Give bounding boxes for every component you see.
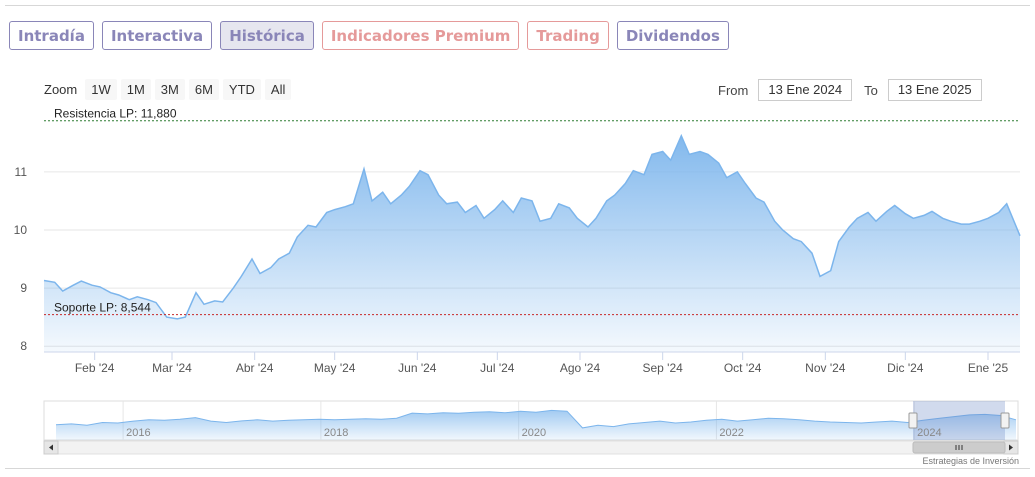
navigator-handle-left[interactable] xyxy=(908,412,918,429)
tab-dividendos[interactable]: Dividendos xyxy=(616,21,729,50)
x-tick-label: Ene '25 xyxy=(968,361,1009,375)
zoom-1m-button[interactable]: 1M xyxy=(120,79,151,100)
zoom-3m-button[interactable]: 3M xyxy=(154,79,185,100)
date-range-selector: From 13 Ene 2024 To 13 Ene 2025 xyxy=(718,79,994,101)
series-line xyxy=(43,133,1021,320)
chart-credit: Estrategias de Inversión xyxy=(922,456,1019,466)
x-tick-label: Sep '24 xyxy=(643,361,684,375)
x-tick-label: Ago '24 xyxy=(560,361,601,375)
chart-tabs: Intradía Interactiva Histórica Indicador… xyxy=(9,21,729,50)
resistance-label: Resistencia LP: 11,880 xyxy=(54,107,177,121)
y-tick-label: 10 xyxy=(14,223,28,237)
zoom-1w-button[interactable]: 1W xyxy=(85,79,117,100)
x-tick-label: Mar '24 xyxy=(152,361,192,375)
from-label: From xyxy=(718,82,749,98)
x-tick-label: Feb '24 xyxy=(75,361,115,375)
to-date-input[interactable]: 13 Ene 2025 xyxy=(887,79,982,101)
scrollbar-track[interactable] xyxy=(43,440,1019,455)
tab-interactiva[interactable]: Interactiva xyxy=(101,21,213,50)
bottom-divider xyxy=(5,468,1030,469)
navigator-area xyxy=(56,410,1016,440)
x-tick-label: Dic '24 xyxy=(887,361,924,375)
x-tick-label: May '24 xyxy=(314,361,356,375)
tab-trading[interactable]: Trading xyxy=(527,21,609,50)
tab-intradia[interactable]: Intradía xyxy=(9,21,94,50)
zoom-all-button[interactable]: All xyxy=(264,79,292,100)
scroll-left-arrow-icon xyxy=(49,444,53,451)
y-tick-label: 9 xyxy=(20,281,27,295)
to-label: To xyxy=(864,82,878,98)
scroll-right-arrow-icon xyxy=(1009,444,1013,451)
zoom-ytd-button[interactable]: YTD xyxy=(222,79,261,100)
x-tick-label: Nov '24 xyxy=(805,361,846,375)
top-divider xyxy=(5,5,1030,6)
x-tick-label: Jul '24 xyxy=(480,361,515,375)
navigator-selection[interactable] xyxy=(913,401,1005,440)
navigator-year-label: 2024 xyxy=(917,427,941,439)
x-tick-label: Abr '24 xyxy=(236,361,274,375)
tab-indicadores-premium[interactable]: Indicadores Premium xyxy=(321,21,520,50)
zoom-selector: Zoom 1W 1M 3M 6M YTD All xyxy=(44,79,292,100)
y-tick-label: 11 xyxy=(15,165,28,179)
from-date-input[interactable]: 13 Ene 2024 xyxy=(758,79,853,101)
navigator-line xyxy=(55,409,1017,429)
navigator-year-label: 2018 xyxy=(324,427,348,439)
support-label: Soporte LP: 8,544 xyxy=(54,301,151,315)
x-tick-label: Oct '24 xyxy=(724,361,762,375)
navigator-year-label: 2022 xyxy=(719,427,743,439)
x-tick-label: Jun '24 xyxy=(398,361,437,375)
navigator-handle-right[interactable] xyxy=(1000,412,1010,429)
navigator-year-label: 2016 xyxy=(126,427,150,439)
zoom-label: Zoom xyxy=(44,82,78,97)
zoom-6m-button[interactable]: 6M xyxy=(188,79,219,100)
y-tick-label: 8 xyxy=(20,339,27,353)
tab-historica[interactable]: Histórica xyxy=(220,21,314,50)
series-area xyxy=(44,135,1020,352)
navigator-year-label: 2020 xyxy=(522,427,546,439)
